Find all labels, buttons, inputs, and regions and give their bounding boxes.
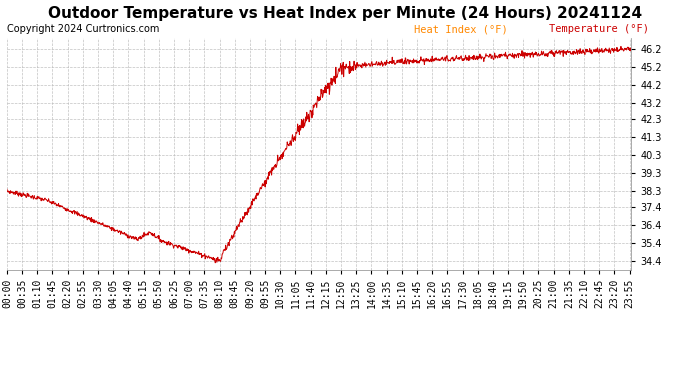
Text: Heat Index (°F): Heat Index (°F) <box>414 24 508 34</box>
Text: Copyright 2024 Curtronics.com: Copyright 2024 Curtronics.com <box>7 24 159 34</box>
Text: Temperature (°F): Temperature (°F) <box>549 24 649 34</box>
Text: Outdoor Temperature vs Heat Index per Minute (24 Hours) 20241124: Outdoor Temperature vs Heat Index per Mi… <box>48 6 642 21</box>
